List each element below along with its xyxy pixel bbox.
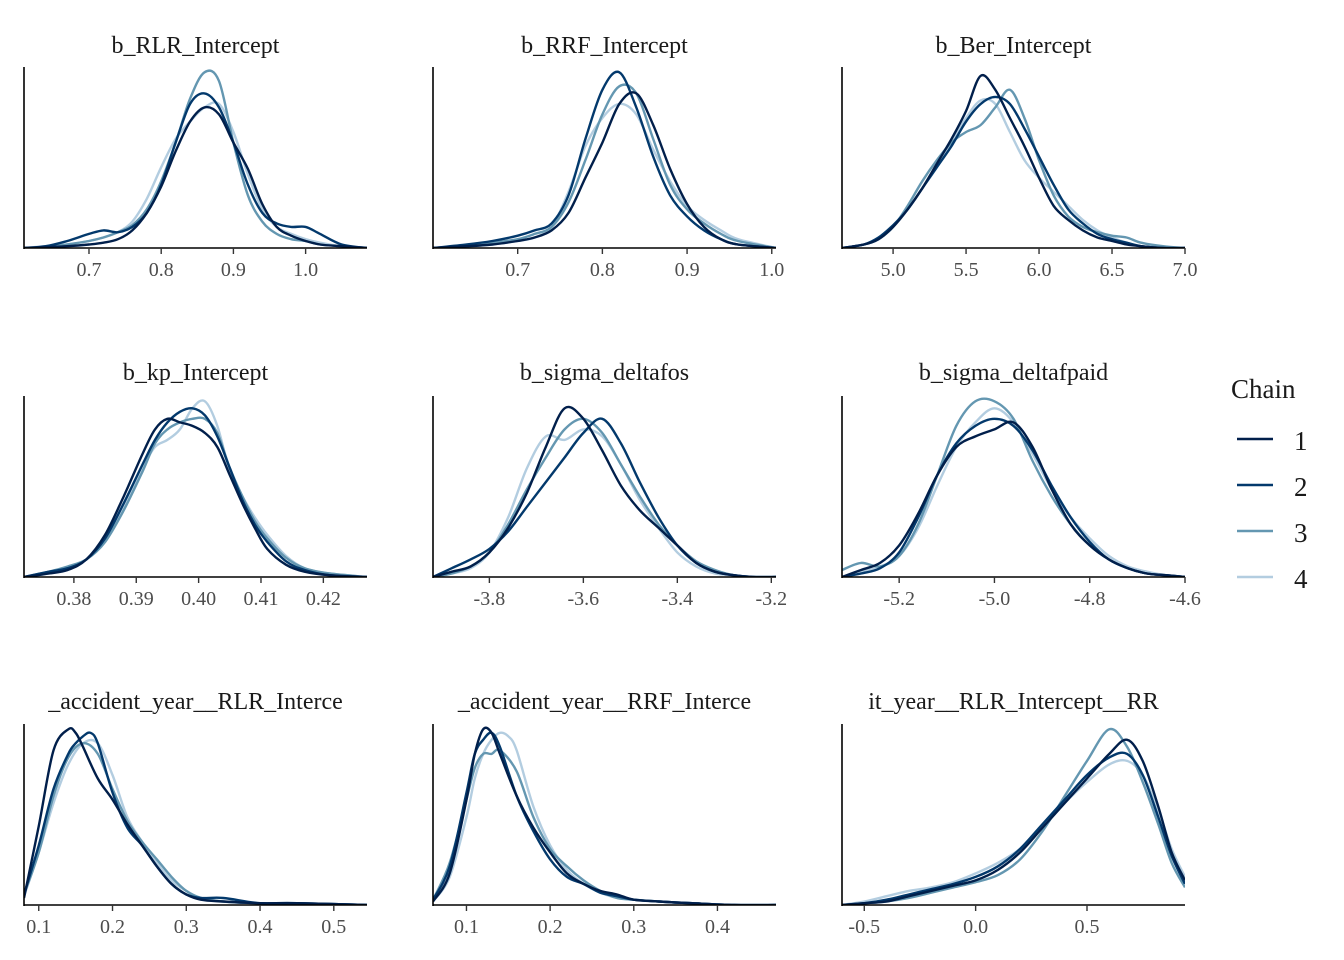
legend-label: 4 [1294,564,1308,594]
density-line-chain-4 [433,102,776,248]
x-tick-label: 7.0 [1173,259,1198,281]
x-tick-label: 0.0 [963,916,988,938]
x-tick-label: 0.40 [181,588,216,610]
panel-9: it_year__RLR_Intercept__RR -0.5 0.0 0.5 [841,689,1185,938]
x-tick-label: 0.1 [454,916,479,938]
legend-item-4: 4 [1237,564,1308,594]
panel-title: _accident_year__RLR_Interce [47,689,343,715]
x-tick-label: -3.4 [661,588,693,610]
legend-item-3: 3 [1237,518,1308,548]
density-line-chain-2 [24,731,367,905]
x-tick-label: 5.5 [954,259,979,281]
density-line-chain-1 [433,405,776,577]
density-line-chain-3 [433,748,776,905]
x-tick-label: 0.7 [505,259,530,281]
density-line-chain-4 [433,731,776,905]
x-tick-label: 0.8 [149,259,174,281]
x-tick-label: 0.2 [538,916,563,938]
x-tick-label: 5.0 [881,259,906,281]
density-line-chain-1 [433,726,776,905]
density-line-chain-1 [433,91,776,248]
panel-title: b_RLR_Intercept [112,33,280,59]
x-tick-label: 0.42 [306,588,341,610]
panel-3: b_Ber_Intercept 5.0 5.5 6.0 6.5 7.0 [841,33,1198,281]
panel-8: _accident_year__RRF_Interce 0.1 0.2 0.3 0.4 [432,689,776,938]
x-tick-label: 0.9 [221,259,246,281]
x-tick-label: 0.1 [26,916,51,938]
panel-4: b_kp_Intercept 0.38 0.39 0.40 0.41 0.42 [23,360,367,610]
density-line-chain-1 [24,417,367,577]
legend-label: 1 [1294,426,1308,456]
x-tick-label: -3.6 [568,588,600,610]
x-tick-label: -5.0 [979,588,1011,610]
x-tick-label: 0.41 [243,588,278,610]
legend-item-2: 2 [1237,472,1308,502]
density-line-chain-4 [24,738,367,905]
x-tick-label: 1.0 [759,259,784,281]
legend: Chain 1 2 3 4 [1231,374,1308,594]
density-line-chain-4 [433,428,776,577]
x-tick-label: -0.5 [848,916,880,938]
panel-5: b_sigma_deltafos -3.8 -3.6 -3.4 -3.2 [432,360,787,610]
density-line-chain-3 [842,88,1185,248]
panel-6: b_sigma_deltafpaid -5.2 -5.0 -4.8 -4.6 [841,360,1201,610]
x-tick-label: -4.8 [1074,588,1106,610]
density-line-chain-2 [842,751,1185,905]
x-tick-label: 0.7 [76,259,101,281]
panel-title: b_sigma_deltafos [520,360,689,386]
panel-title: b_kp_Intercept [123,360,269,386]
legend-label: 3 [1294,518,1308,548]
density-line-chain-3 [842,727,1185,905]
panel-title: _accident_year__RRF_Interce [457,689,751,715]
x-tick-label: 0.3 [621,916,646,938]
density-line-chain-2 [433,70,776,248]
density-line-chain-3 [24,69,367,248]
panel-2: b_RRF_Intercept 0.7 0.8 0.9 1.0 [432,33,784,281]
x-tick-label: 0.9 [675,259,700,281]
density-line-chain-3 [24,742,367,905]
x-tick-label: -4.6 [1169,588,1201,610]
panel-1: b_RLR_Intercept 0.7 0.8 0.9 1.0 [23,33,367,281]
panel-title: b_sigma_deltafpaid [919,360,1108,386]
x-tick-label: 0.8 [590,259,615,281]
density-line-chain-1 [24,726,367,905]
x-tick-label: 0.4 [248,916,273,938]
density-line-chain-1 [842,73,1185,248]
density-line-chain-1 [842,420,1185,577]
density-line-chain-4 [24,101,367,248]
x-tick-label: 0.5 [1075,916,1100,938]
panel-7: _accident_year__RLR_Interce 0.1 0.2 0.3 0.4 0… [23,689,367,938]
density-line-chain-2 [433,417,776,577]
x-tick-label: 1.0 [293,259,318,281]
panel-title: b_Ber_Intercept [936,33,1092,59]
legend-items: 1 2 3 4 [1237,426,1308,594]
density-line-chain-2 [433,731,776,905]
panel-title: it_year__RLR_Intercept__RR [868,689,1159,715]
x-tick-label: -5.2 [883,588,915,610]
density-line-chain-4 [842,758,1185,905]
legend-item-1: 1 [1237,426,1308,456]
x-tick-label: 0.39 [119,588,154,610]
x-tick-label: -3.8 [474,588,506,610]
legend-label: 2 [1294,472,1308,502]
x-tick-label: 0.5 [321,916,346,938]
density-line-chain-3 [433,83,776,248]
x-tick-label: -3.2 [755,588,787,610]
density-line-chain-2 [24,406,367,577]
x-tick-label: 6.0 [1027,259,1052,281]
x-tick-label: 0.3 [174,916,199,938]
legend-title: Chain [1231,374,1296,404]
density-line-chain-1 [24,105,367,248]
x-tick-label: 0.38 [56,588,91,610]
density-line-chain-3 [24,416,367,577]
panel-title: b_RRF_Intercept [521,33,688,59]
x-tick-label: 0.4 [705,916,730,938]
density-line-chain-2 [24,92,367,248]
x-tick-label: 0.2 [100,916,125,938]
x-tick-label: 6.5 [1100,259,1125,281]
density-line-chain-1 [842,738,1185,905]
